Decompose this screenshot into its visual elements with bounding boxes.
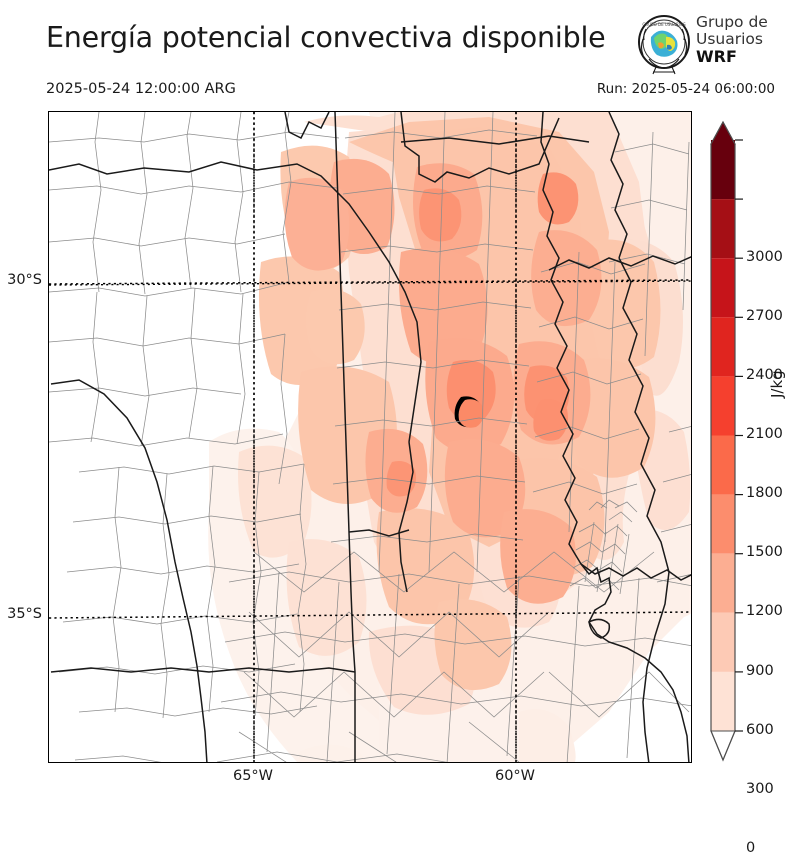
colorbar: 3000 2700 2400 2100 1800 1500 1200 900 6… (705, 118, 800, 856)
run-time-label: Run: 2025-05-24 06:00:00 (596, 81, 775, 97)
department-boundaries-layer (49, 112, 691, 762)
cape-shading-layer (49, 112, 691, 762)
graticule-layer (49, 112, 691, 762)
cbar-tick-300: 300 (746, 781, 774, 797)
wrf-globe-seal-icon: GRUPO DE USUARIOS (638, 15, 690, 75)
valid-time-label: 2025-05-24 12:00:00 ARG (46, 81, 236, 97)
ytick-label-35s: 35°S (7, 606, 42, 622)
province-boundaries-layer (49, 112, 691, 762)
xtick-label-65w: 65°W (232, 768, 274, 784)
colorbar-unit-label: J/kg (768, 370, 786, 398)
cbar-tick-1800: 1800 (746, 485, 783, 501)
cbar-tick-3000: 3000 (746, 249, 783, 265)
cbar-tick-2100: 2100 (746, 426, 783, 442)
wrf-user-group-logo: GRUPO DE USUARIOS Grupo de Usuarios WRF (637, 14, 795, 76)
cape-map-svg (49, 112, 691, 762)
map-plot-area (48, 111, 692, 763)
graticule-major-layer (49, 112, 691, 762)
page-title: Energía potencial convectiva disponible (46, 21, 606, 54)
logo-line-1: Grupo de (696, 13, 768, 31)
ytick-label-30s: 30°S (7, 272, 42, 288)
cbar-tick-2400: 2400 (746, 367, 783, 383)
cbar-tick-0: 0 (746, 840, 756, 856)
colorbar-svg (710, 120, 743, 762)
weather-map-page: Energía potencial convectiva disponible (7, 13, 800, 856)
logo-line-2: Usuarios (696, 30, 763, 48)
cbar-tick-2700: 2700 (746, 308, 783, 324)
cbar-tick-1200: 1200 (746, 603, 783, 619)
logo-line-3: WRF (696, 47, 737, 66)
cbar-tick-1500: 1500 (746, 544, 783, 560)
xtick-label-60w: 60°W (494, 768, 536, 784)
logo-text-block: Grupo de Usuarios WRF (696, 13, 768, 66)
cbar-tick-600: 600 (746, 722, 774, 738)
cbar-tick-900: 900 (746, 663, 774, 679)
svg-text:GRUPO DE USUARIOS: GRUPO DE USUARIOS (642, 22, 686, 27)
